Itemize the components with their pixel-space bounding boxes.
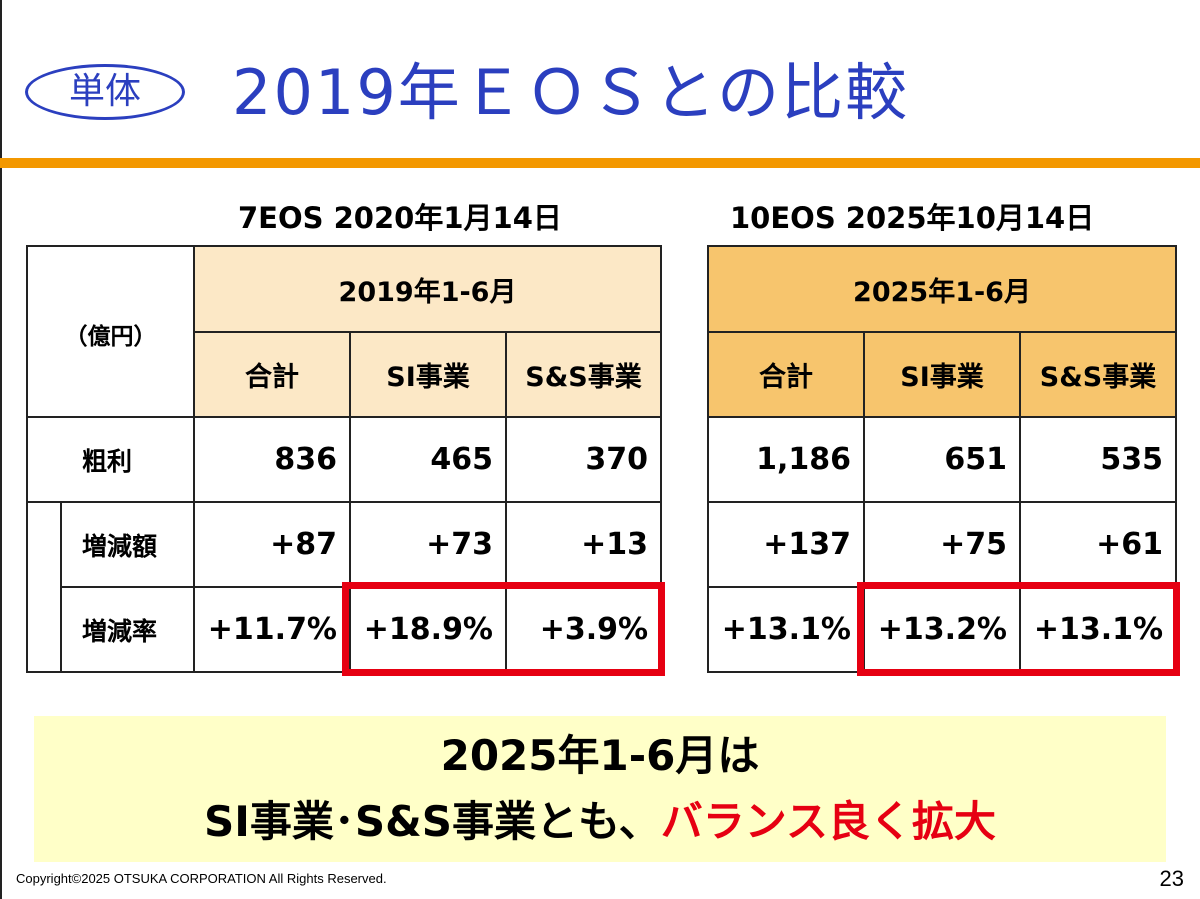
page-title: 2019年ＥＯＳとの比較 bbox=[232, 56, 910, 129]
col-si: SI事業 bbox=[349, 331, 507, 418]
summary-line-2: SI事業･S&S事業とも、バランス良く拡大 bbox=[34, 794, 1166, 850]
page-number: 23 bbox=[1159, 866, 1184, 891]
col-total: 合計 bbox=[707, 331, 865, 418]
unit-label: （億円） bbox=[26, 245, 195, 418]
table-cell: 836 bbox=[193, 416, 351, 503]
summary-line-1: 2025年1-6月は bbox=[440, 731, 760, 780]
table-cell: 1,186 bbox=[707, 416, 865, 503]
table-cell: 651 bbox=[863, 416, 1021, 503]
table-cell: 535 bbox=[1018, 416, 1178, 503]
table-cell: 465 bbox=[349, 416, 507, 503]
right-highlight-box bbox=[857, 582, 1180, 676]
summary-box: 2025年1-6月は SI事業･S&S事業とも、バランス良く拡大 bbox=[34, 716, 1166, 862]
right-period-header: 2025年1-6月 bbox=[706, 245, 1178, 333]
left-table-caption: 7EOS 2020年1月14日 bbox=[238, 201, 562, 235]
col-ss: S&S事業 bbox=[1018, 331, 1178, 418]
summary-highlight: バランス良く拡大 bbox=[660, 797, 996, 846]
table-cell: +13.2% bbox=[863, 586, 1021, 673]
copyright: Copyright©2025 OTSUKA CORPORATION All Ri… bbox=[16, 871, 387, 886]
table-cell: +137 bbox=[707, 501, 865, 588]
table-cell: +61 bbox=[1018, 501, 1178, 588]
table-cell: +13 bbox=[504, 501, 663, 588]
indent-cell bbox=[26, 501, 62, 587]
right-table-caption: 10EOS 2025年10月14日 bbox=[730, 201, 1095, 235]
col-si: SI事業 bbox=[863, 331, 1021, 418]
indent-cell bbox=[26, 587, 62, 673]
col-total: 合計 bbox=[193, 331, 351, 418]
table-cell: +18.9% bbox=[349, 586, 507, 673]
table-cell: +73 bbox=[349, 501, 507, 588]
left-edge-rule bbox=[0, 0, 2, 899]
col-ss: S&S事業 bbox=[504, 331, 663, 418]
left-period-header: 2019年1-6月 bbox=[192, 245, 663, 333]
table-cell: +11.7% bbox=[193, 586, 351, 673]
left-highlight-box bbox=[342, 582, 665, 676]
table-cell: +87 bbox=[193, 501, 351, 588]
summary-line-2-prefix: SI事業･S&S事業とも、 bbox=[204, 797, 661, 846]
table-cell: +13.1% bbox=[707, 586, 865, 673]
row-label-change-rate: 増減率 bbox=[60, 586, 195, 673]
table-cell: +13.1% bbox=[1018, 586, 1178, 673]
right-table: 2025年1-6月 合計 SI事業 S&S事業 1,186 651 535 +1… bbox=[706, 245, 1178, 673]
table-cell: 370 bbox=[504, 416, 663, 503]
row-label-change-amount: 増減額 bbox=[60, 501, 195, 588]
row-label-gross-profit: 粗利 bbox=[26, 416, 195, 503]
table-cell: +75 bbox=[863, 501, 1021, 588]
scope-badge: 単体 bbox=[25, 64, 185, 120]
title-divider bbox=[0, 158, 1200, 168]
